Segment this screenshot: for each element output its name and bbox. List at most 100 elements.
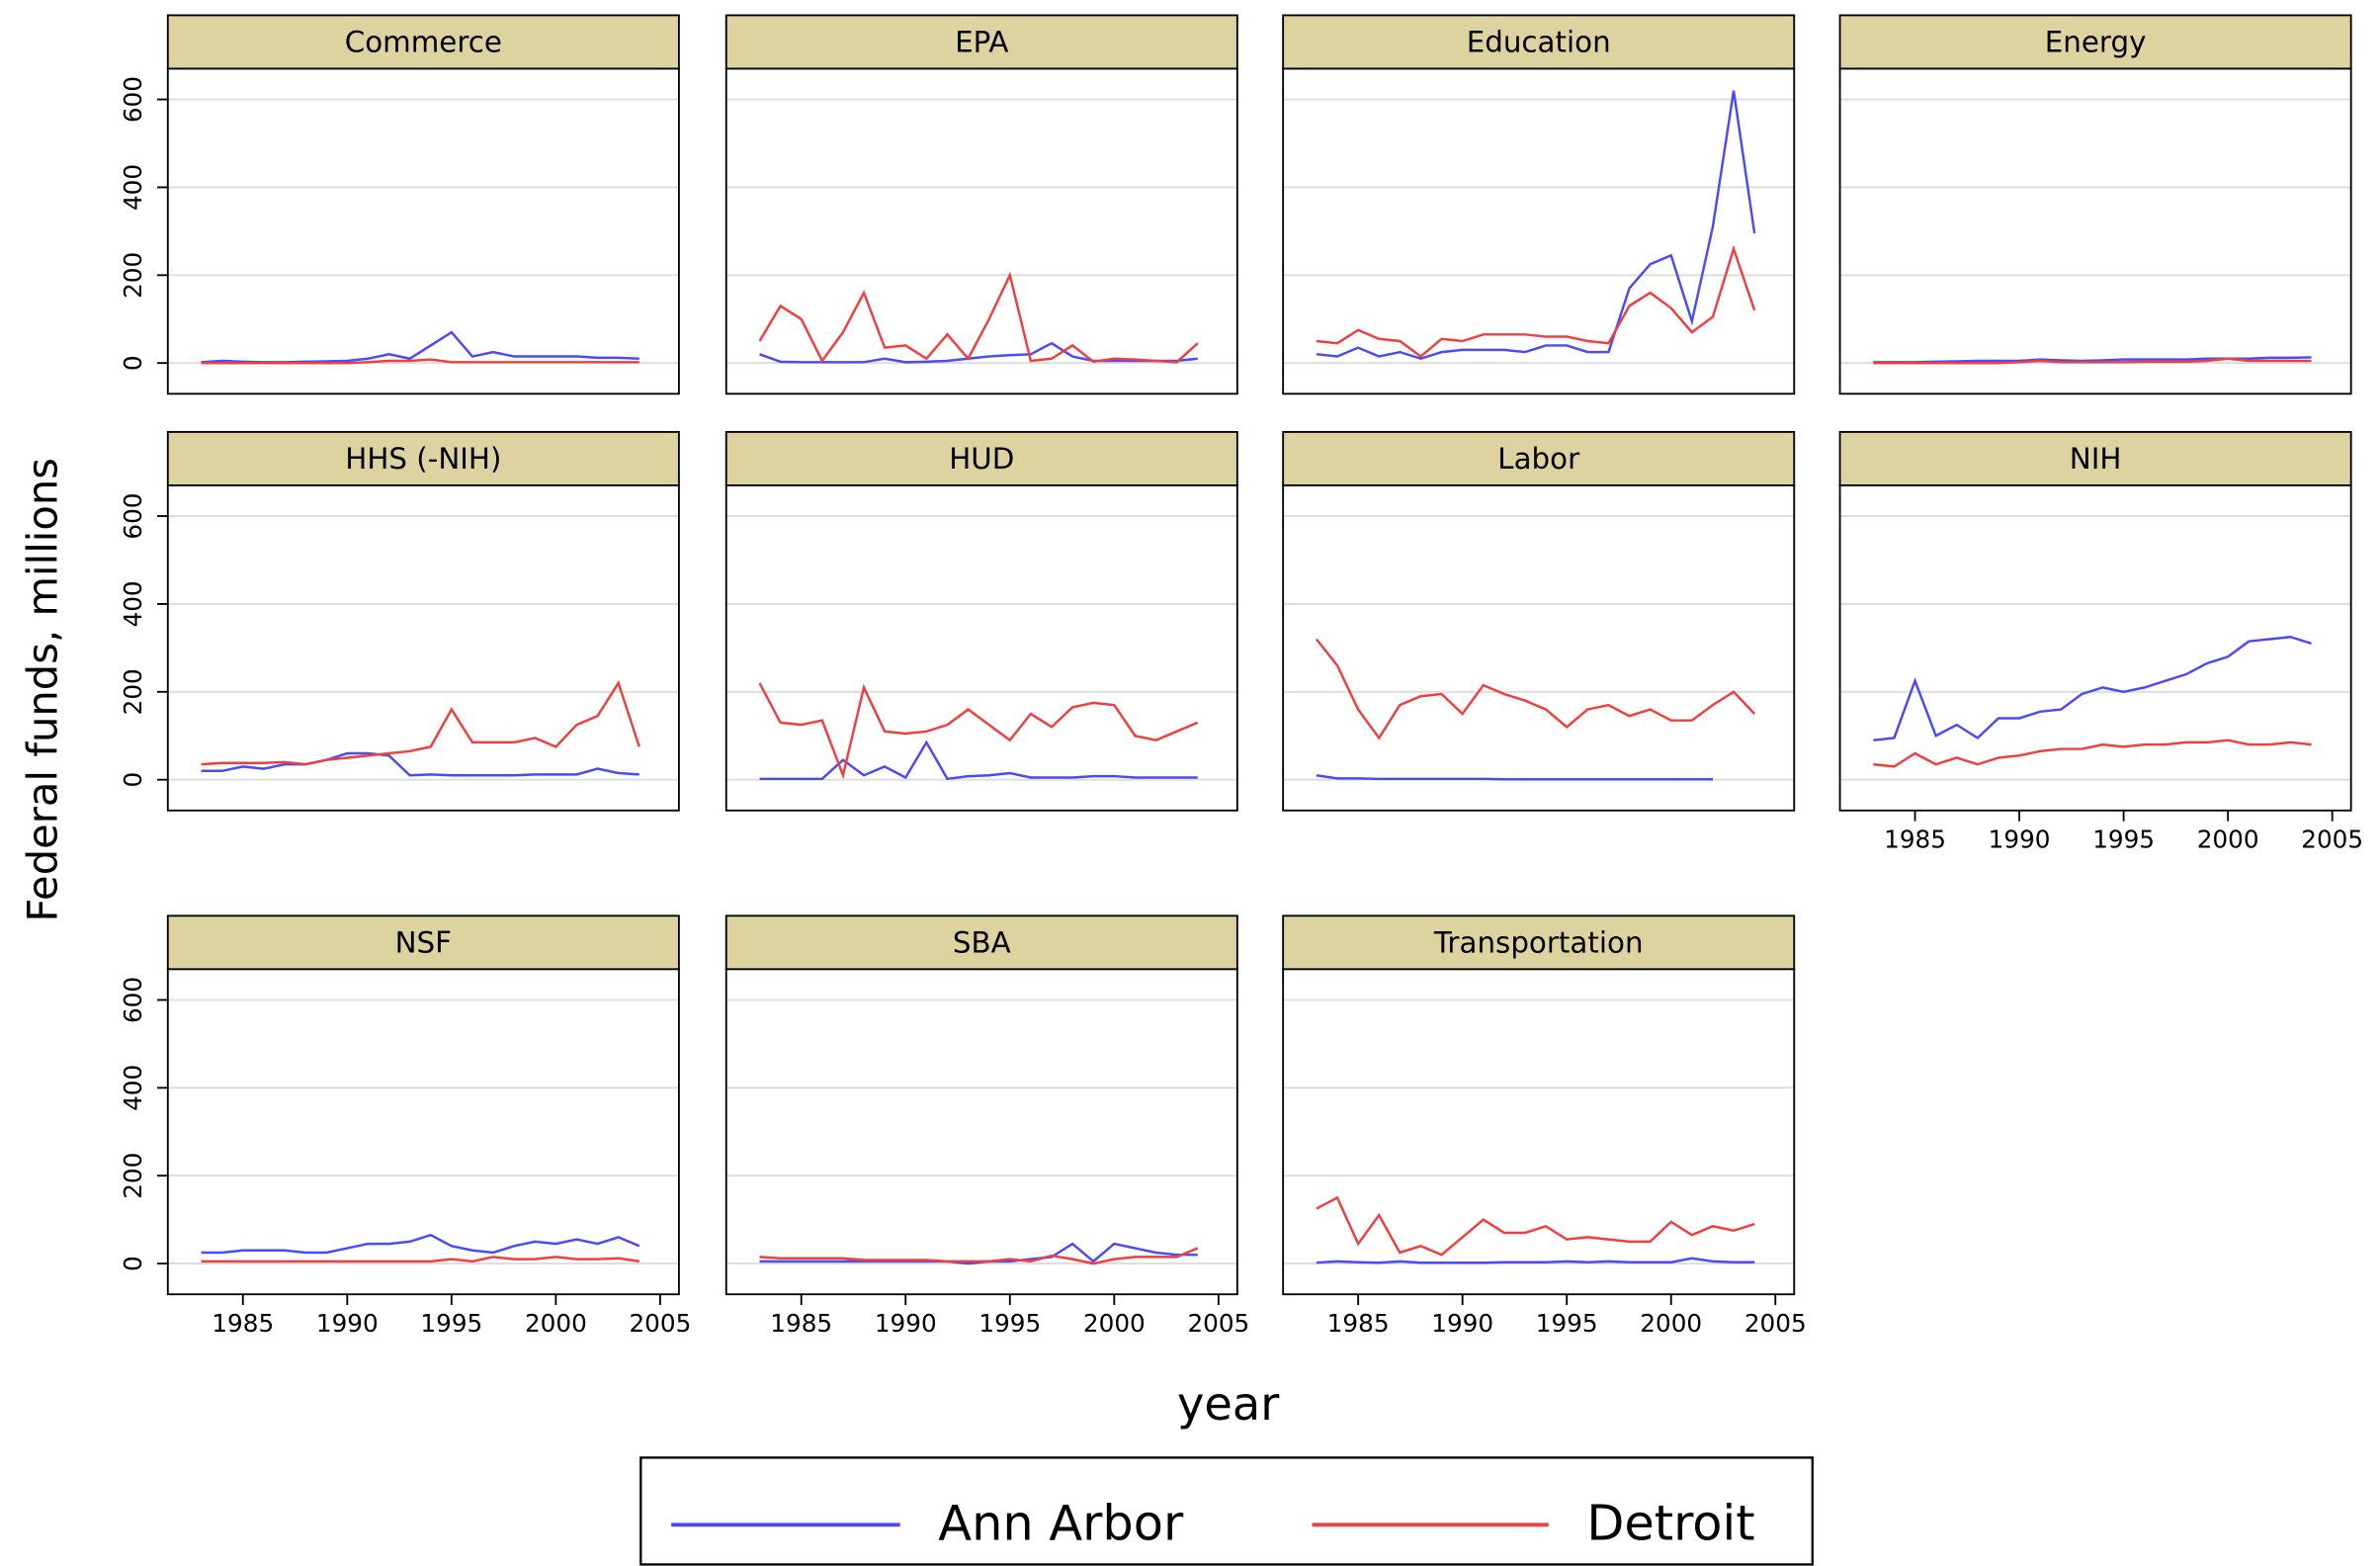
series-line (759, 1247, 1199, 1265)
panel-title: NIH (2070, 442, 2122, 476)
panel-frame (724, 968, 1238, 1296)
x-tick-label: 1990 (1989, 826, 2051, 854)
series-line (201, 358, 639, 365)
series-line (758, 271, 1199, 364)
panel-title: HHS (-NIH) (345, 442, 501, 476)
series-line (1316, 1195, 1755, 1257)
panel-frame (1282, 484, 1796, 812)
y-tick-label: 0 (119, 772, 147, 788)
panel-frame (166, 67, 680, 395)
panel-frame (724, 67, 1238, 395)
x-tick-label: 2000 (1083, 1309, 1146, 1338)
legend (639, 1456, 1814, 1566)
panel-title: NSF (395, 925, 452, 959)
x-tick-label: 1985 (770, 1309, 832, 1338)
series-line (1316, 244, 1756, 359)
panel-header (724, 430, 1238, 486)
panel-title: HUD (949, 442, 1014, 476)
x-tick-label: 2000 (525, 1309, 587, 1338)
x-tick-label: 1985 (1327, 1309, 1390, 1338)
panel-header (1838, 14, 2352, 70)
panel-frame (1282, 67, 1796, 395)
x-tick-label: 2005 (629, 1309, 691, 1338)
panel-header (1282, 430, 1796, 486)
plot-area (1283, 969, 1795, 1295)
series-line (759, 341, 1198, 364)
y-tick-label: 400 (119, 164, 147, 211)
y-tick-label: 0 (119, 355, 147, 371)
plot-area (167, 969, 679, 1295)
series-line (759, 740, 1198, 781)
series-line (1316, 90, 1756, 361)
series-line (1873, 357, 2312, 365)
series-line (1873, 739, 2312, 768)
panel-frame (166, 968, 680, 1296)
x-tick-label: 1995 (978, 1309, 1041, 1338)
series-line (201, 680, 640, 766)
panel-header (724, 14, 1238, 70)
series-line (1316, 774, 1713, 781)
legend-label: Ann Arbor (938, 1494, 1184, 1551)
series-line (201, 1256, 639, 1263)
series-line (1873, 635, 2312, 741)
x-tick-label: 1990 (1431, 1309, 1493, 1338)
y-tick-label: 0 (119, 1256, 147, 1271)
panel-title: SBA (953, 925, 1011, 959)
panel-header (1282, 14, 1796, 70)
x-tick-label: 2000 (2197, 826, 2259, 854)
x-axis-label: year (1177, 1377, 1280, 1431)
panel-frame (724, 484, 1238, 812)
plot-area (1839, 68, 2351, 394)
panel-title: Energy (2045, 25, 2147, 58)
panel-title: Transportation (1433, 925, 1644, 959)
plot-area (725, 68, 1237, 394)
x-tick-label: 1990 (316, 1309, 379, 1338)
panel-header (166, 14, 680, 70)
x-tick-label: 1995 (420, 1309, 482, 1338)
series-line (1316, 1257, 1755, 1264)
x-tick-label: 2005 (1744, 1309, 1807, 1338)
panel-frame (1838, 484, 2352, 812)
legend-label: Detroit (1586, 1494, 1754, 1551)
panel-title: Education (1467, 25, 1611, 58)
series-line (201, 751, 639, 777)
x-tick-label: 2000 (1640, 1309, 1702, 1338)
plot-area (167, 484, 679, 811)
series-line (201, 1233, 640, 1255)
panel-title: EPA (955, 25, 1008, 58)
x-tick-label: 1990 (875, 1309, 937, 1338)
plot-area (1283, 484, 1795, 811)
panel-header (724, 914, 1238, 971)
panel-frame (166, 484, 680, 812)
y-tick-label: 400 (119, 1065, 147, 1111)
panel-title: Commerce (345, 25, 502, 58)
panel-title: Labor (1497, 442, 1580, 476)
y-tick-label: 400 (119, 580, 147, 627)
plot-area (1839, 484, 2351, 811)
panel-frame (1282, 968, 1796, 1296)
plot-area (167, 68, 679, 394)
panel-header (1838, 430, 2352, 486)
panel-header (166, 430, 680, 486)
x-tick-label: 1995 (2092, 826, 2155, 854)
y-tick-label: 600 (119, 977, 147, 1023)
y-tick-label: 200 (119, 252, 147, 299)
x-tick-label: 1985 (212, 1309, 274, 1338)
y-tick-label: 600 (119, 76, 147, 123)
y-axis-label: Federal funds, millions (18, 458, 66, 922)
x-tick-label: 2005 (2301, 826, 2363, 854)
series-line (1315, 638, 1756, 740)
panel-header (166, 914, 680, 971)
panel-header (1282, 914, 1796, 971)
panel-frame (1838, 67, 2352, 395)
y-tick-label: 600 (119, 492, 147, 539)
series-line (758, 682, 1199, 780)
x-tick-label: 1995 (1536, 1309, 1598, 1338)
y-tick-label: 200 (119, 1153, 147, 1199)
plot-area (1283, 68, 1795, 394)
x-tick-label: 2005 (1187, 1309, 1249, 1338)
y-tick-label: 200 (119, 668, 147, 715)
plot-area (725, 484, 1237, 811)
